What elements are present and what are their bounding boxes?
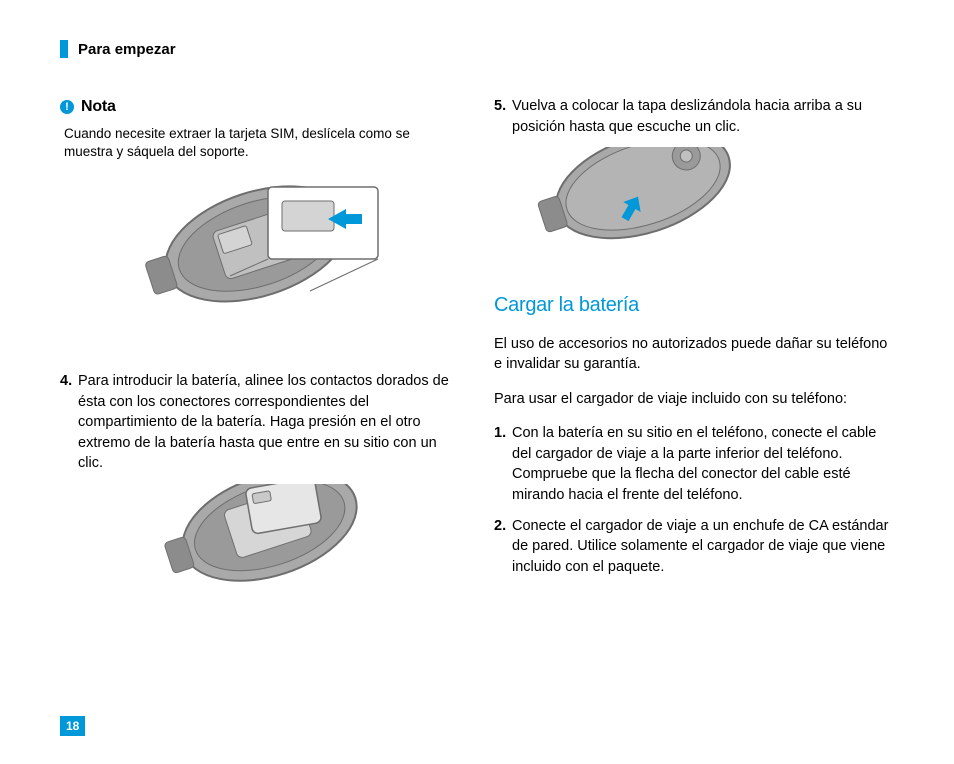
charge-step-1-num: 1. <box>494 423 512 505</box>
step-4-num: 4. <box>60 371 78 474</box>
note-title: Nota <box>81 96 116 119</box>
figure-battery-insert <box>150 484 370 614</box>
charge-step-1: 1. Con la batería en su sitio en el telé… <box>494 423 894 505</box>
info-icon: ! <box>60 100 74 114</box>
figure-cover-slide <box>524 147 744 267</box>
left-column: ! Nota Cuando necesite extraer la tarjet… <box>60 96 460 634</box>
note-header: ! Nota <box>60 96 460 119</box>
page-header: Para empezar <box>60 40 894 58</box>
charge-step-1-text: Con la batería en su sitio en el teléfon… <box>512 423 894 505</box>
charge-para-1: El uso de accesorios no autorizados pued… <box>494 334 894 375</box>
right-column: 5. Vuelva a colocar la tapa deslizándola… <box>494 96 894 634</box>
header-title: Para empezar <box>78 41 176 58</box>
step-5-text: Vuelva a colocar la tapa deslizándola ha… <box>512 96 894 137</box>
page-number: 18 <box>60 716 85 736</box>
step-4: 4. Para introducir la batería, alinee lo… <box>60 371 460 474</box>
step-5: 5. Vuelva a colocar la tapa deslizándola… <box>494 96 894 137</box>
content-columns: ! Nota Cuando necesite extraer la tarjet… <box>60 96 894 634</box>
step-4-text: Para introducir la batería, alinee los c… <box>78 371 460 474</box>
charge-step-2-num: 2. <box>494 516 512 578</box>
accent-tab <box>60 40 68 58</box>
note-body: Cuando necesite extraer la tarjeta SIM, … <box>60 125 460 161</box>
charge-para-2: Para usar el cargador de viaje incluido … <box>494 389 894 410</box>
step-5-num: 5. <box>494 96 512 137</box>
charge-step-2: 2. Conecte el cargador de viaje a un enc… <box>494 516 894 578</box>
figure-sim-remove <box>110 181 410 351</box>
charge-step-2-text: Conecte el cargador de viaje a un enchuf… <box>512 516 894 578</box>
section-title-charge: Cargar la batería <box>494 291 894 319</box>
